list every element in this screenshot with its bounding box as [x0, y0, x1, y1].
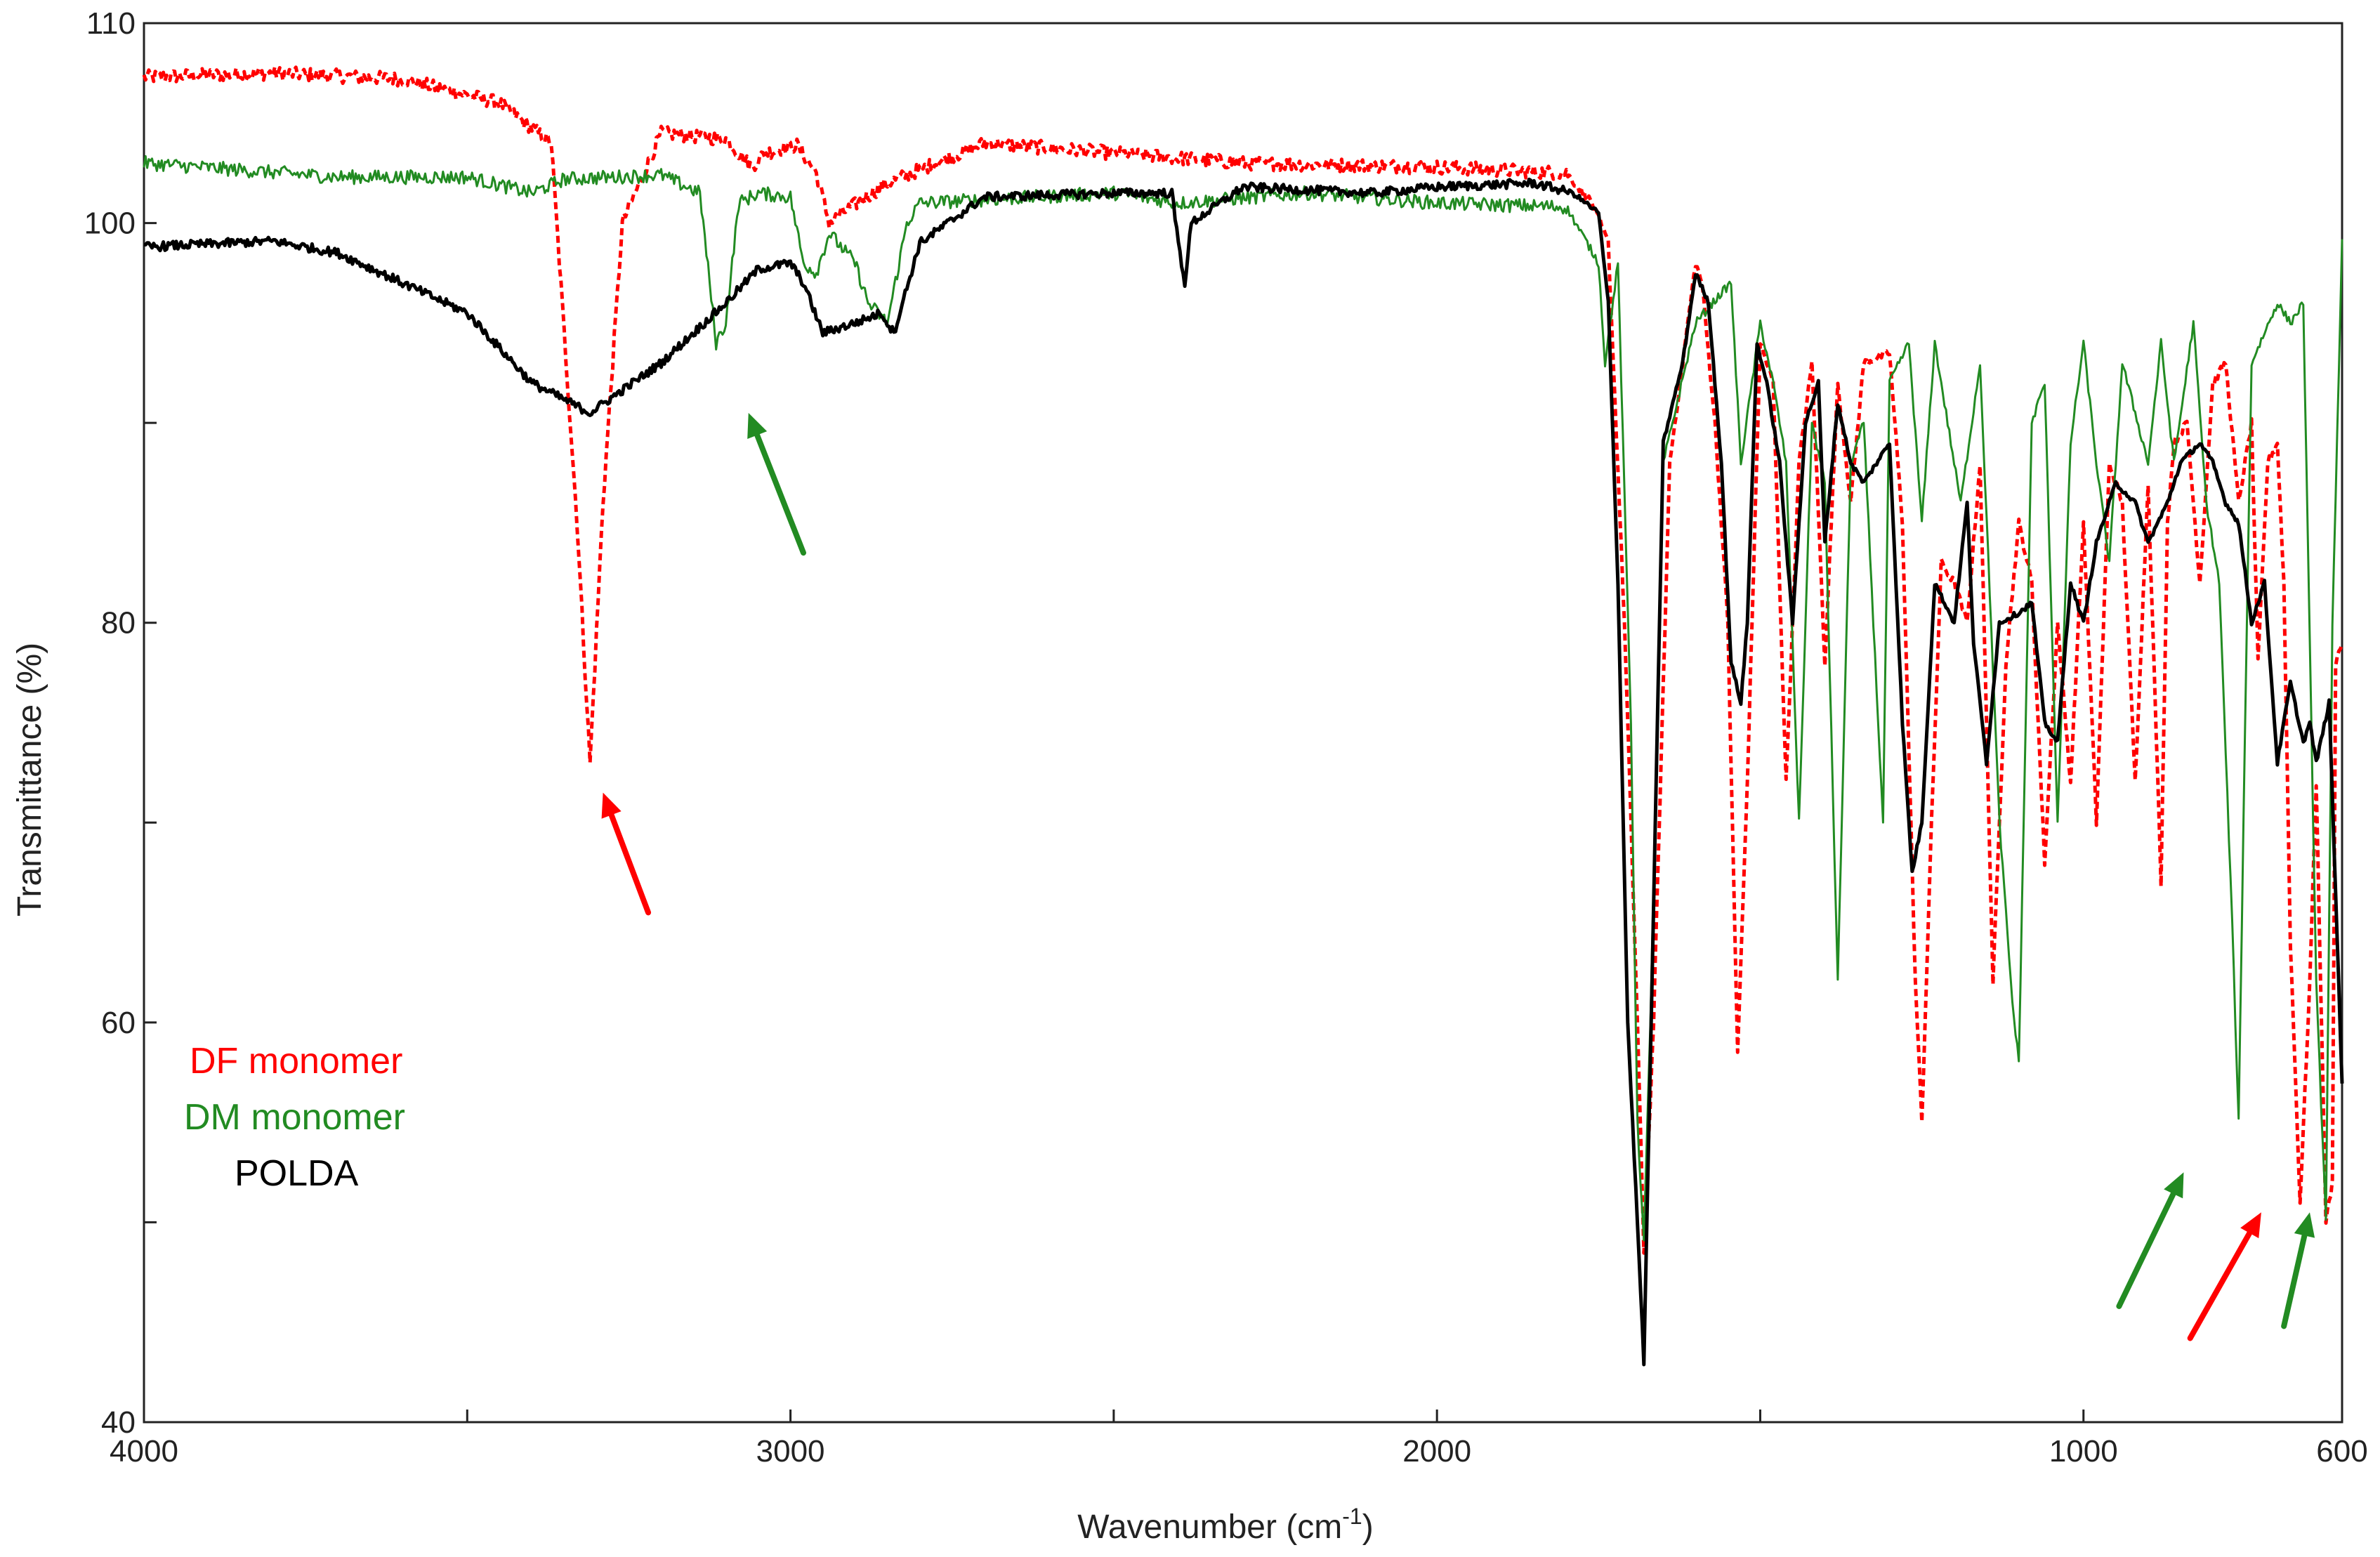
x-tick-label: 3000 [756, 1434, 825, 1469]
arrow-shaft [2281, 1233, 2308, 1329]
series-line-polda [143, 177, 2344, 1367]
x-tick-label: 2000 [1402, 1434, 1471, 1469]
x-tick-label: 600 [2316, 1434, 2367, 1469]
arrow-head [747, 412, 768, 440]
arrow-shaft [2187, 1230, 2253, 1341]
y-axis-title: Transmittance (%) [11, 643, 48, 917]
x-axis-title-superscript: -1 [1342, 1504, 1362, 1529]
x-tick-label: 1000 [2049, 1434, 2118, 1469]
annotation-arrow-2 [747, 412, 806, 556]
annotation-arrow-4 [2187, 1212, 2261, 1341]
y-tick-label: 80 [101, 606, 136, 640]
x-tick-label: 4000 [110, 1434, 178, 1469]
legend-polda-prefix: POLDA [235, 1153, 359, 1194]
legend: DF monomer DM monomer POLDA [184, 1041, 405, 1194]
plot-frame [143, 22, 2343, 1424]
arrow-head [2294, 1212, 2315, 1238]
series-layer [142, 65, 2344, 1367]
y-tick-label: 110 [86, 6, 136, 41]
x-axis-title-suffix: ) [1362, 1509, 1374, 1546]
x-axis-title: Wavenumber (cm-1) [1077, 1504, 1373, 1546]
x-axis-title-main: Wavenumber (cm [1077, 1509, 1342, 1546]
annotation-arrow-5 [2281, 1212, 2315, 1329]
series-line-df [142, 65, 2344, 1255]
tick-layer: 4000 3000 2000 1000 600 40 60 80 100 110 [84, 6, 2368, 1469]
y-tick-label: 100 [84, 206, 136, 241]
legend-entry-df: DF monomer [190, 1041, 402, 1082]
legend-df-suffix: monomer [238, 1041, 402, 1082]
plot-area: 4000 3000 2000 1000 600 40 60 80 100 110 [84, 6, 2368, 1469]
series-line-dm [143, 155, 2343, 1242]
arrow-shaft [2116, 1190, 2176, 1309]
legend-dm-suffix: monomer [241, 1097, 405, 1138]
annotation-arrow-3 [2116, 1172, 2184, 1309]
legend-dm-prefix: DM [184, 1097, 241, 1138]
y-tick-label: 60 [101, 1006, 136, 1040]
arrow-shaft [608, 812, 652, 916]
arrow-head [2240, 1212, 2261, 1239]
legend-entry-polda: POLDA [235, 1153, 359, 1194]
legend-df-prefix: DF [190, 1041, 238, 1082]
y-tick-label: 40 [101, 1405, 136, 1440]
arrow-layer [601, 412, 2315, 1341]
legend-entry-dm: DM monomer [184, 1097, 405, 1138]
arrow-shaft [754, 432, 806, 556]
arrow-head [601, 792, 622, 819]
arrow-head [2164, 1172, 2184, 1199]
annotation-arrow-1 [601, 792, 652, 916]
